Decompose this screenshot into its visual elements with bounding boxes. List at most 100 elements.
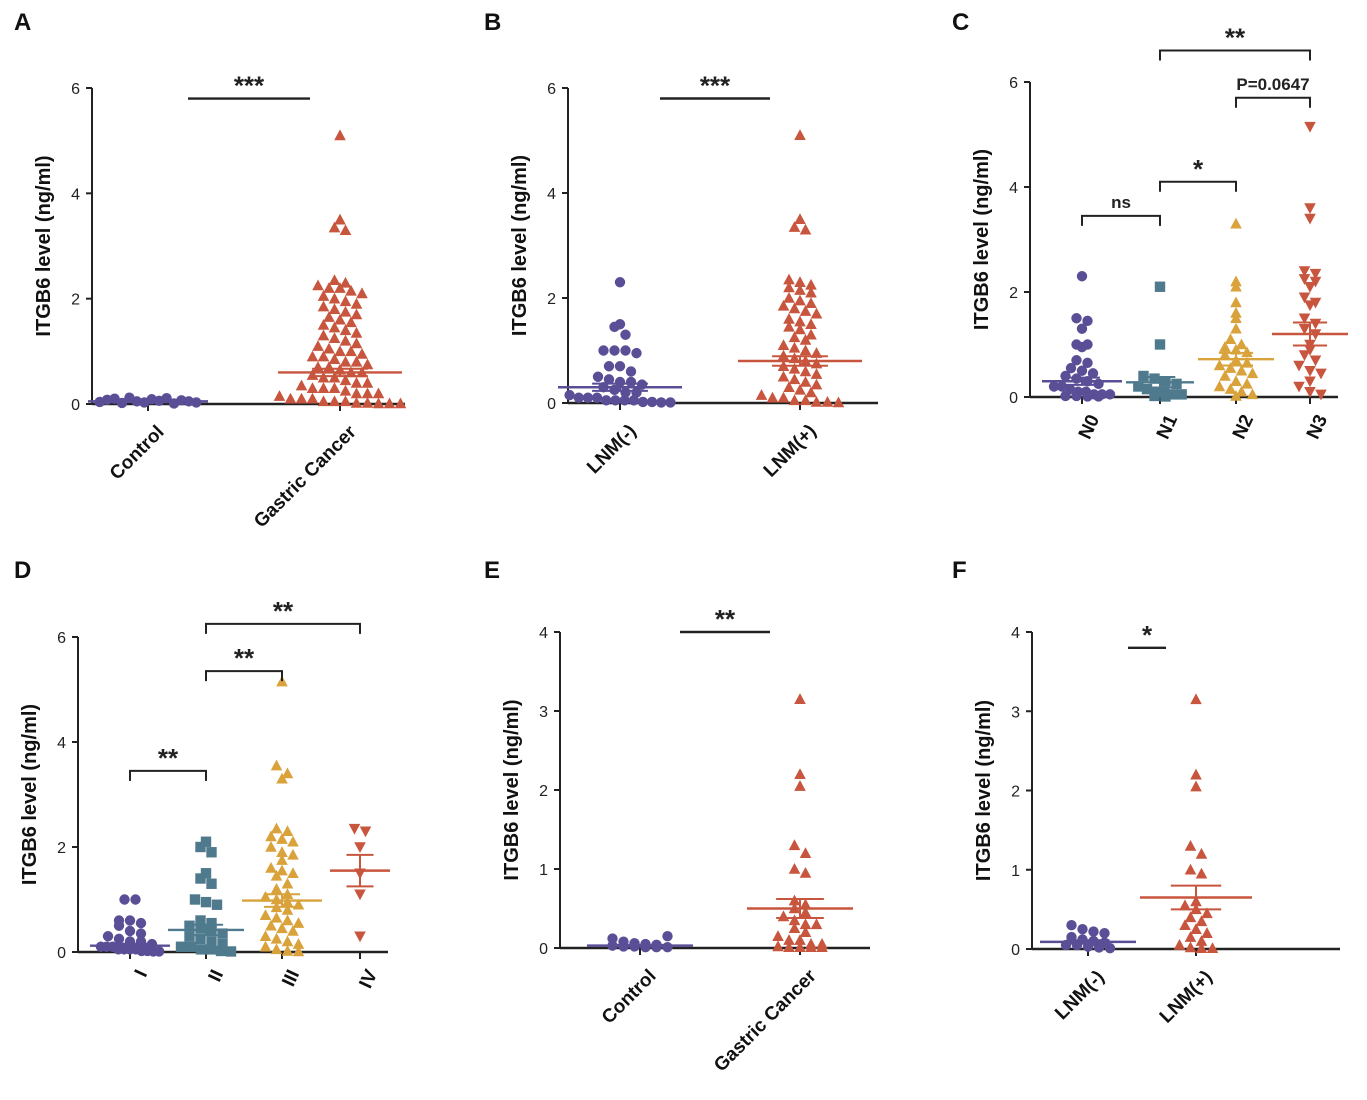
data-point (1195, 935, 1208, 946)
data-point (130, 894, 141, 905)
data-point (276, 833, 288, 844)
data-point (1219, 341, 1231, 352)
data-point (1298, 323, 1311, 335)
y-tick-label: 2 (71, 292, 80, 309)
data-point (637, 396, 649, 408)
data-point (810, 347, 823, 358)
data-point (805, 286, 817, 298)
data-point (124, 925, 136, 937)
data-point (799, 918, 812, 930)
data-point (788, 394, 801, 406)
y-tick-label: 0 (1009, 390, 1018, 407)
bracket-line (129, 769, 207, 781)
data-point (153, 946, 165, 957)
data-point (794, 941, 806, 953)
data-point (1201, 907, 1213, 919)
data-point (810, 307, 823, 319)
data-point (328, 321, 341, 333)
data-point (783, 934, 795, 945)
data-point (354, 842, 366, 853)
data-point (1304, 300, 1316, 312)
data-point (1093, 391, 1104, 402)
data-point (1077, 923, 1088, 935)
data-point (1190, 923, 1202, 934)
data-point (788, 302, 801, 314)
data-point (195, 933, 206, 945)
data-point (306, 350, 319, 362)
data-point (306, 369, 319, 380)
data-point (1235, 385, 1248, 397)
data-point (1309, 355, 1322, 367)
bracket-line (1235, 96, 1311, 108)
data-point (317, 300, 330, 312)
data-point (783, 320, 795, 332)
data-point (805, 278, 817, 290)
data-point (206, 878, 217, 889)
data-point (620, 345, 631, 356)
data-point (195, 841, 206, 853)
data-point (328, 353, 341, 365)
data-point (788, 373, 801, 385)
data-point (328, 274, 341, 286)
data-point (350, 387, 363, 399)
data-point (1230, 343, 1242, 355)
data-point (805, 318, 817, 330)
data-point (1304, 203, 1316, 214)
data-point (1082, 391, 1093, 402)
x-category-label: Control (598, 966, 661, 1029)
data-point (361, 396, 374, 408)
data-point (270, 759, 283, 771)
x-category-label: II (205, 967, 228, 985)
data-point (1246, 388, 1259, 400)
significance-label: ns (1111, 193, 1131, 212)
y-tick-label: 1 (539, 862, 548, 879)
data-point (1184, 931, 1197, 942)
data-point (614, 376, 626, 388)
data-point (113, 933, 125, 945)
data-point (1149, 390, 1160, 402)
data-point (1104, 389, 1116, 400)
data-point (1195, 867, 1208, 879)
data-point (609, 321, 620, 333)
data-point (832, 396, 845, 408)
data-point (1293, 360, 1305, 372)
data-point (334, 345, 346, 357)
data-point (281, 914, 294, 926)
data-point (1246, 367, 1259, 379)
data-point (317, 329, 330, 341)
significance-bracket: *** (188, 71, 310, 101)
data-point (217, 928, 228, 939)
data-point (354, 931, 366, 943)
y-axis-label: ITGB6 level (ng/ml) (973, 700, 995, 881)
y-tick-label: 4 (71, 186, 80, 203)
significance-bracket: ** (129, 743, 207, 781)
data-point (1173, 939, 1186, 950)
data-point (619, 395, 630, 406)
data-point (805, 941, 817, 953)
data-point (620, 329, 631, 340)
data-point (339, 334, 352, 346)
data-point (339, 295, 352, 307)
y-tick-label: 0 (57, 945, 66, 962)
x-category-label: N3 (1303, 412, 1332, 443)
data-point (215, 945, 227, 957)
significance-label: *** (700, 71, 731, 101)
significance-label: ** (715, 604, 736, 634)
data-point (1076, 271, 1088, 282)
data-point (783, 281, 795, 293)
data-point (1190, 768, 1202, 780)
data-point (816, 941, 828, 953)
panel-f: F 0 1 2 3 4 ITGB6 level (ng/ml) LNM(-) LNM(+) * (952, 557, 1340, 1027)
data-point (1060, 390, 1071, 402)
data-point (1230, 312, 1242, 324)
data-point (1304, 281, 1316, 293)
data-point (259, 940, 272, 952)
group-gastric-cancer: Gastric Cancer (710, 693, 853, 1076)
data-point (799, 305, 812, 316)
data-point (334, 282, 346, 293)
data-point (625, 366, 637, 377)
data-point (794, 129, 806, 141)
y-tick-label: 4 (1011, 625, 1020, 642)
data-point (135, 928, 147, 939)
data-point (361, 376, 374, 388)
